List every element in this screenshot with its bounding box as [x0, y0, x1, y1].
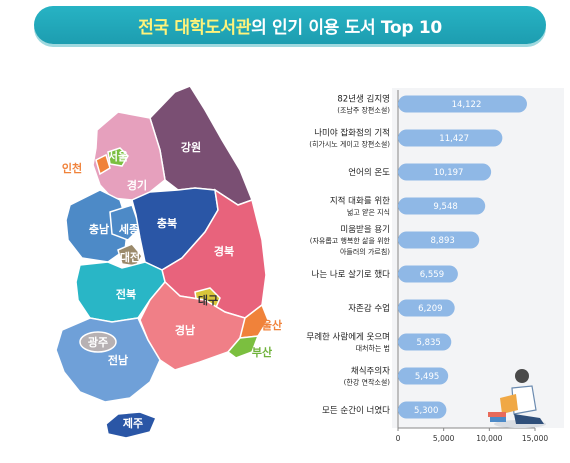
category-label-8-line-1: 무례한 사람에게 웃으며 [306, 332, 390, 343]
category-label-4-line-2: 넓고 얕은 지식 [347, 208, 390, 217]
bar-value-label-1: 14,122 [452, 100, 482, 110]
region-chungnam [65, 189, 129, 263]
category-label-10-line-1: 모든 순간이 너였다 [322, 405, 390, 416]
bar-value-label-7: 6,209 [418, 304, 442, 314]
chart-title: 전국 대학도서관 의 인기 이용 도서 Top 10 [34, 6, 546, 44]
label-gangwon: 강원 [181, 140, 201, 154]
bar-value-label-6: 6,559 [420, 270, 444, 280]
region-jeju [105, 411, 157, 439]
x-tick-label-3: 10,000 [476, 434, 502, 443]
bar-3 [398, 163, 492, 181]
bar-7 [398, 299, 455, 317]
x-tick-label-4: 15,000 [522, 434, 548, 443]
region-incheon [95, 153, 111, 176]
bar-9 [398, 367, 449, 385]
reading-person-illustration [488, 369, 546, 428]
label-jeonbuk: 전북 [116, 287, 136, 301]
korea-map: 강원 경기 서울 인천 충북 충남 세종 대전 경북 대구 전북 경남 울산 부… [55, 85, 282, 439]
category-label-9-line-2: (한강 연작소설) [344, 378, 391, 387]
category-label-1-line-1: 82년생 김지영 [337, 94, 390, 105]
category-label-5-line-1: 미움받을 용기 [340, 224, 390, 235]
label-sejong: 세종 [119, 222, 139, 236]
category-label-2-line-1: 나미야 잡화점의 기적 [314, 128, 390, 139]
bar-1 [398, 95, 527, 113]
x-tick-label-1: 0 [396, 434, 401, 443]
category-label-9-line-1: 채식주의자 [351, 366, 390, 377]
bar-value-label-9: 5,495 [415, 372, 439, 382]
region-seoul [107, 147, 129, 167]
label-chungnam: 충남 [89, 222, 109, 236]
x-tick-label-2: 5,000 [433, 434, 455, 443]
label-incheon: 인천 [62, 161, 82, 175]
title-highlight: 전국 대학도서관 [138, 17, 252, 38]
bar-8 [398, 333, 452, 351]
bar-value-label-10: 5,300 [414, 406, 438, 416]
label-chungbuk: 충북 [157, 216, 177, 230]
bar-2 [398, 129, 503, 147]
label-jeju: 제주 [123, 416, 143, 430]
region-sejong [109, 204, 141, 241]
label-daegu: 대구 [198, 293, 218, 307]
bar-5 [398, 231, 480, 249]
label-gyeongbuk: 경북 [214, 244, 234, 258]
label-seoul: 서울 [108, 149, 128, 163]
category-label-3-line-1: 언어의 온도 [348, 167, 390, 178]
bar-value-label-8: 5,835 [416, 338, 440, 348]
label-daejeon: 대전 [120, 250, 140, 264]
category-label-1-line-2: (조남주 장편소설) [337, 106, 390, 115]
label-gyeonggi: 경기 [127, 178, 147, 192]
label-busan: 부산 [252, 345, 272, 359]
bar-value-label-2: 11,427 [439, 134, 469, 144]
region-ulsan [239, 303, 269, 339]
category-label-2-line-2: (히가시노 게이고 장편소설) [309, 140, 390, 149]
region-daejeon [117, 243, 143, 267]
label-gwangju: 광주 [88, 336, 108, 349]
label-ulsan: 울산 [262, 318, 282, 332]
bar-6 [398, 265, 458, 283]
category-label-4-line-1: 지적 대화를 위한 [330, 196, 390, 207]
bar-chart: 14,122 82년생 김지영(조남주 장편소설) 11,427 나미야 잡화점의 기… [306, 88, 564, 443]
bar-4 [398, 197, 486, 215]
label-jeonnam: 전남 [108, 353, 128, 367]
category-label-8-line-2: 대처하는 법 [356, 344, 390, 353]
bar-value-label-3: 10,197 [434, 168, 464, 178]
category-label-7-line-1: 자존감 수업 [348, 303, 390, 314]
region-gwangju [79, 331, 117, 353]
label-gyeongnam: 경남 [175, 323, 195, 337]
bar-10 [398, 401, 447, 419]
category-label-6-line-1: 나는 나로 살기로 했다 [312, 269, 391, 280]
category-label-5-line-2: (자유롭고 행복한 삶을 위한 [310, 236, 391, 245]
title-rest: 의 인기 이용 도서 Top 10 [251, 17, 442, 38]
bar-value-label-5: 8,893 [430, 236, 454, 246]
bar-value-label-4: 9,548 [433, 202, 457, 212]
region-busan [226, 335, 260, 359]
category-label-5-line-3: 아들러의 가르침) [340, 247, 390, 256]
